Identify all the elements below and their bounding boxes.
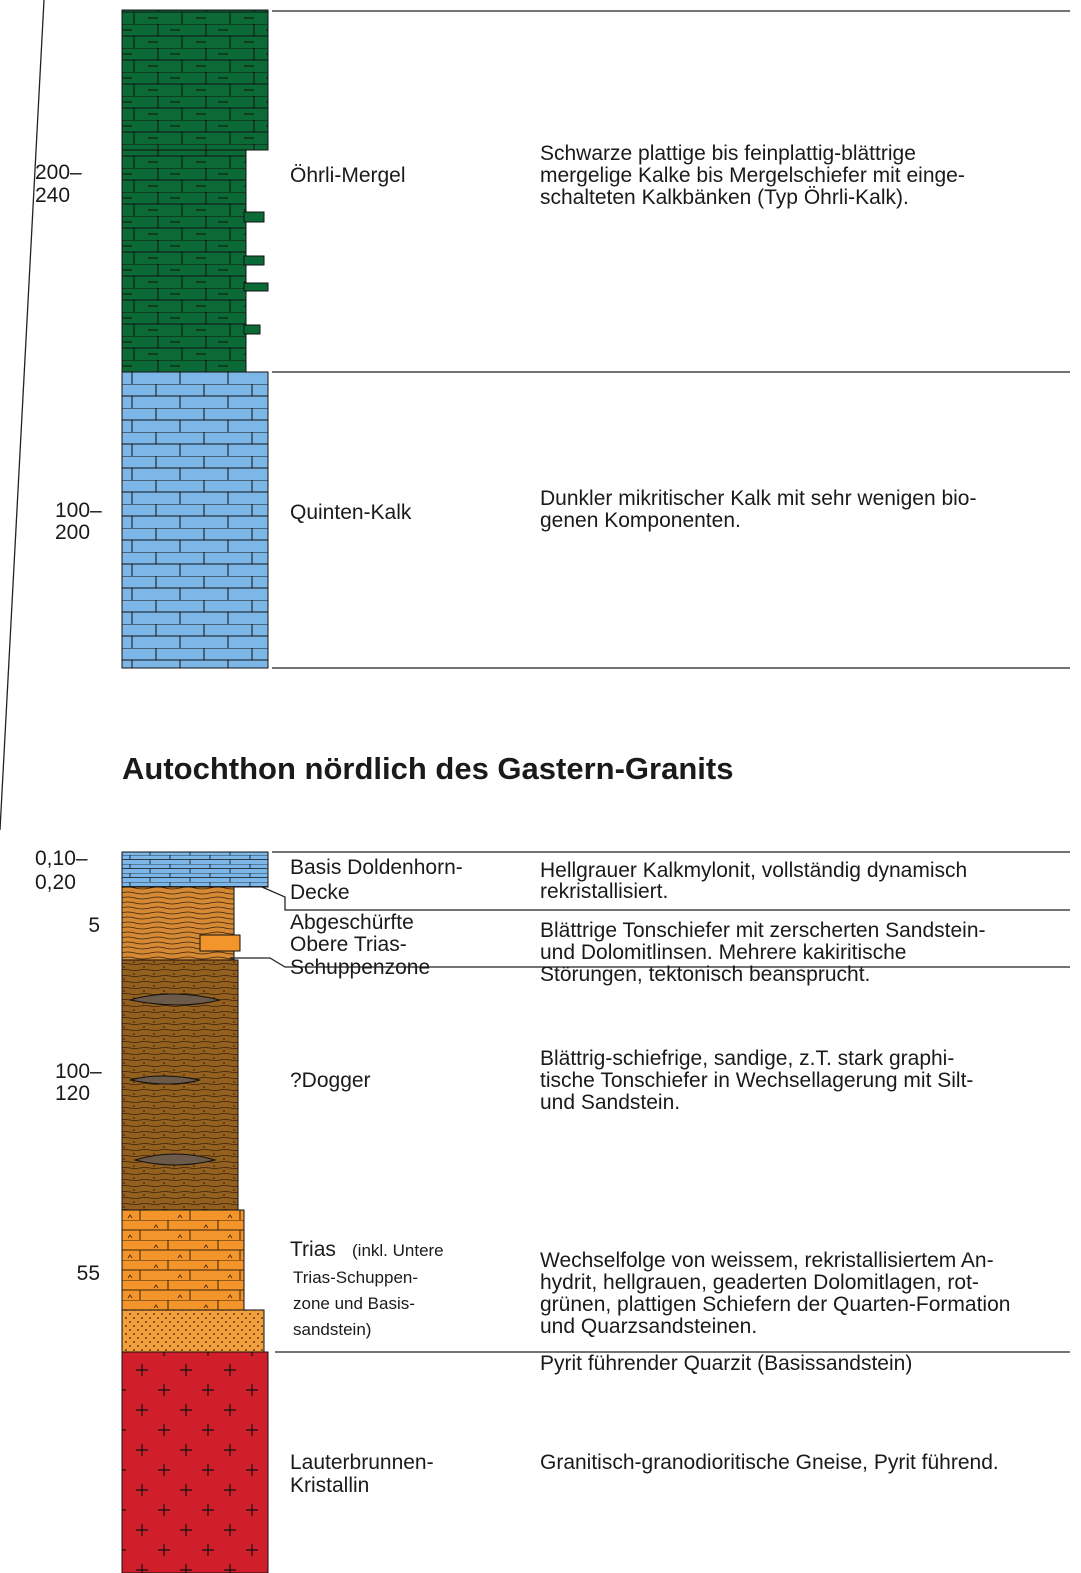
lower-column — [122, 852, 268, 1573]
thickness-label: 5 — [88, 914, 100, 937]
thickness-label: 100– — [55, 1060, 102, 1083]
guide-line — [0, 0, 44, 830]
unit-note: sandstein) — [293, 1320, 371, 1339]
unit-description: Hellgrauer Kalkmylonit, vollständig dyna… — [540, 859, 967, 882]
unit-description: schalteten Kalkbänken (Typ Öhrli-Kalk). — [540, 186, 909, 209]
unit-name: Obere Trias- — [290, 933, 407, 956]
unit-name: Abgeschürfte — [290, 911, 414, 934]
thickness-label: 55 — [77, 1262, 100, 1285]
thickness-label: 240 — [35, 184, 70, 207]
lens — [200, 935, 240, 951]
unit-description: und Dolomitlinsen. Mehrere kakiritische — [540, 941, 907, 964]
unit-name: Lauterbrunnen- — [290, 1451, 434, 1474]
layer-oehrli-upper — [122, 10, 268, 150]
thickness-label: 200 — [55, 521, 90, 544]
unit-name: Basis Doldenhorn- — [290, 856, 463, 879]
layer-basissandstein — [122, 1310, 264, 1352]
bed — [244, 325, 260, 334]
stratigraphic-column: Autochthon nördlich des Gastern-Granits … — [0, 0, 1081, 1573]
thickness-label: 100– — [55, 499, 102, 522]
unit-description: rekristallisiert. — [540, 880, 668, 903]
bed — [244, 283, 268, 291]
bed — [244, 256, 264, 265]
section-title: Autochthon nördlich des Gastern-Granits — [122, 751, 733, 786]
layer-kristallin — [122, 1352, 268, 1573]
unit-name: Schuppenzone — [290, 956, 430, 979]
unit-description: Pyrit führender Quarzit (Basissandstein) — [540, 1352, 912, 1375]
unit-description: Störungen, tektonisch beansprucht. — [540, 963, 870, 986]
unit-description: genen Komponenten. — [540, 509, 741, 532]
unit-description: Dunkler mikritischer Kalk mit sehr wenig… — [540, 487, 976, 510]
unit-name: Kristallin — [290, 1474, 369, 1497]
layer-oehrli-lower — [122, 150, 246, 372]
unit-name: Decke — [290, 881, 350, 904]
thickness-label: 120 — [55, 1082, 90, 1105]
unit-name: Quinten-Kalk — [290, 501, 412, 524]
unit-description: Blättrige Tonschiefer mit zerscherten Sa… — [540, 919, 986, 942]
unit-description: grünen, plattigen Schiefern der Quarten-… — [540, 1293, 1010, 1316]
unit-description: tische Tonschiefer in Wechsellagerung mi… — [540, 1069, 973, 1092]
upper-column — [122, 10, 268, 668]
unit-name: ?Dogger — [290, 1069, 371, 1092]
thickness-label: 0,20 — [35, 871, 76, 894]
unit-name: Öhrli-Mergel — [290, 164, 406, 187]
layer-basis — [122, 852, 268, 887]
layer-quinten — [122, 372, 268, 668]
bed — [244, 212, 264, 222]
thickness-label: 200– — [35, 161, 82, 184]
unit-description: und Sandstein. — [540, 1091, 680, 1114]
unit-note: Trias-Schuppen- — [293, 1268, 418, 1287]
unit-description: Schwarze plattige bis feinplattig-blättr… — [540, 142, 916, 165]
unit-description: hydrit, hellgrauen, geaderten Dolomitlag… — [540, 1271, 979, 1294]
unit-description: mergelige Kalke bis Mergelschiefer mit e… — [540, 164, 965, 187]
thickness-label: 0,10– — [35, 847, 88, 870]
layer-trias — [122, 1210, 244, 1310]
unit-description: Wechselfolge von weissem, rekristallisie… — [540, 1249, 994, 1272]
unit-description: Granitisch-granodioritische Gneise, Pyri… — [540, 1451, 999, 1474]
unit-name: Trias — [290, 1238, 336, 1261]
unit-note: (inkl. Untere — [352, 1241, 444, 1260]
unit-description: Blättrig-schiefrige, sandige, z.T. stark… — [540, 1047, 954, 1070]
unit-note: zone und Basis- — [293, 1294, 415, 1313]
unit-description: und Quarzsandsteinen. — [540, 1315, 757, 1338]
